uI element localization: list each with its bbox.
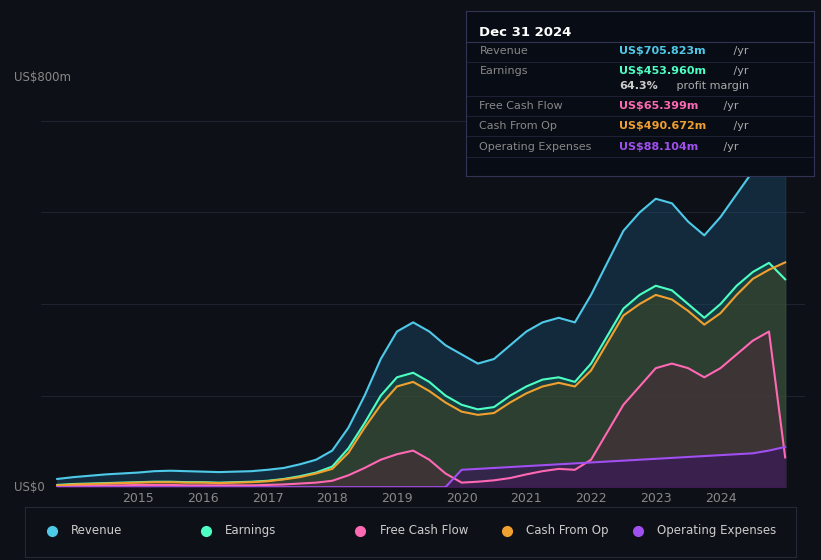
Text: 64.3%: 64.3% [619, 81, 658, 91]
Text: US$705.823m: US$705.823m [619, 46, 706, 56]
Text: US$490.672m: US$490.672m [619, 121, 706, 131]
Text: US$65.399m: US$65.399m [619, 101, 699, 111]
Text: Earnings: Earnings [479, 67, 528, 77]
Text: Earnings: Earnings [225, 525, 277, 538]
Text: Operating Expenses: Operating Expenses [658, 525, 777, 538]
Text: /yr: /yr [730, 67, 748, 77]
Text: US$88.104m: US$88.104m [619, 142, 699, 152]
Text: /yr: /yr [730, 121, 748, 131]
Text: Cash From Op: Cash From Op [479, 121, 557, 131]
Text: Free Cash Flow: Free Cash Flow [479, 101, 563, 111]
Text: Cash From Op: Cash From Op [526, 525, 608, 538]
Text: US$0: US$0 [14, 480, 45, 494]
Text: Dec 31 2024: Dec 31 2024 [479, 26, 572, 39]
Text: /yr: /yr [720, 142, 739, 152]
Text: Revenue: Revenue [479, 46, 528, 56]
Text: /yr: /yr [720, 101, 739, 111]
Text: /yr: /yr [730, 46, 748, 56]
Text: US$800m: US$800m [14, 71, 71, 85]
Text: Free Cash Flow: Free Cash Flow [379, 525, 468, 538]
Text: US$453.960m: US$453.960m [619, 67, 706, 77]
Text: profit margin: profit margin [673, 81, 750, 91]
Text: Operating Expenses: Operating Expenses [479, 142, 592, 152]
Text: Revenue: Revenue [71, 525, 122, 538]
